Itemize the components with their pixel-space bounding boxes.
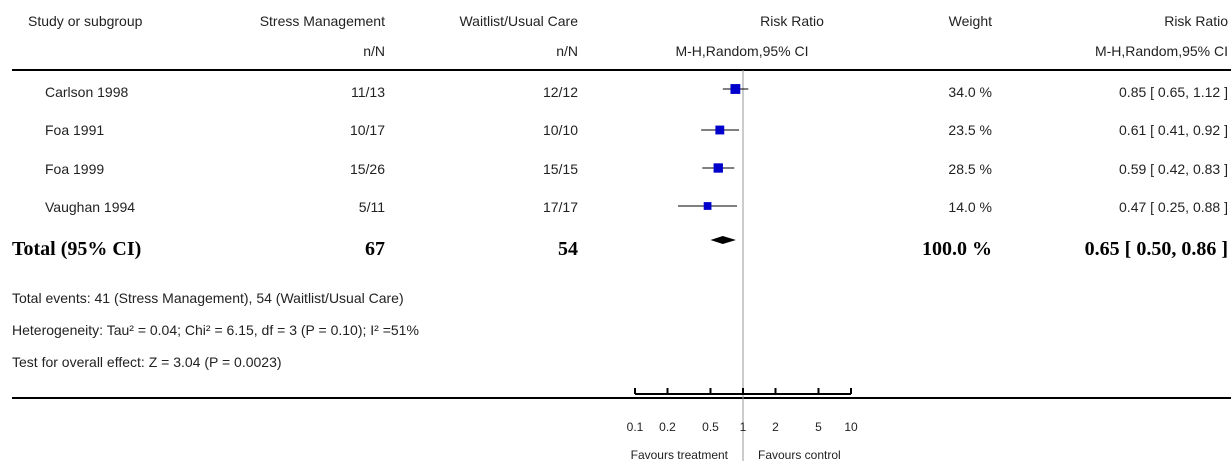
total-ci-text: 0.65 [ 0.50, 0.86 ] — [1085, 238, 1228, 260]
total-treatment: 67 — [365, 238, 385, 260]
header-weight: Weight — [949, 13, 992, 29]
study-name: Carlson 1998 — [45, 84, 128, 100]
study-ci-text: 0.61 [ 0.41, 0.92 ] — [1119, 122, 1228, 138]
header-group1-sub: n/N — [363, 43, 385, 59]
x-tick-label: 10 — [844, 420, 858, 434]
overall-effect-note: Test for overall effect: Z = 3.04 (P = 0… — [12, 354, 282, 370]
study-ci-text: 0.85 [ 0.65, 1.12 ] — [1119, 84, 1228, 100]
header-plot-sub: M-H,Random,95% CI — [675, 43, 808, 59]
study-weight: 34.0 % — [948, 84, 992, 100]
header-ratio-sub: M-H,Random,95% CI — [1095, 43, 1228, 59]
header-group1: Stress Management — [260, 13, 385, 29]
favours-treatment-label: Favours treatment — [631, 448, 729, 461]
table-row: Foa 1991 10/17 10/10 23.5 % 0.61 [ 0.41,… — [45, 122, 1228, 138]
study-name: Foa 1999 — [45, 161, 104, 177]
study-control: 12/12 — [543, 84, 578, 100]
header-group2-sub: n/N — [556, 43, 578, 59]
total-weight: 100.0 % — [922, 238, 992, 260]
study-ci-text: 0.47 [ 0.25, 0.88 ] — [1119, 199, 1228, 215]
x-tick-label: 0.1 — [627, 420, 644, 434]
point-estimate-marker — [730, 84, 741, 94]
total-events-note: Total events: 41 (Stress Management), 54… — [12, 290, 404, 306]
study-treatment: 5/11 — [359, 199, 385, 215]
table-row: Vaughan 1994 5/11 17/17 14.0 % 0.47 [ 0.… — [45, 199, 1228, 215]
header-group2: Waitlist/Usual Care — [459, 13, 578, 29]
study-ci-text: 0.59 [ 0.42, 0.83 ] — [1119, 161, 1228, 177]
heterogeneity-note: Heterogeneity: Tau² = 0.04; Chi² = 6.15,… — [12, 322, 419, 338]
header-ratio-title: Risk Ratio — [1164, 13, 1228, 29]
point-estimate-marker — [713, 163, 723, 173]
study-name: Foa 1991 — [45, 122, 104, 138]
header-study: Study or subgroup — [28, 13, 143, 29]
x-tick-label: 2 — [772, 420, 779, 434]
study-name: Vaughan 1994 — [45, 199, 135, 215]
x-tick-label: 1 — [740, 420, 747, 434]
total-control: 54 — [558, 238, 578, 260]
total-label: Total (95% CI) — [12, 238, 141, 260]
x-tick-label: 0.2 — [659, 420, 676, 434]
table-row: Carlson 1998 11/13 12/12 34.0 % 0.85 [ 0… — [45, 84, 1228, 100]
point-estimate-marker — [703, 202, 712, 210]
total-row: Total (95% CI) 67 54 100.0 % 0.65 [ 0.50… — [12, 238, 1228, 260]
study-weight: 23.5 % — [948, 122, 992, 138]
study-control: 15/15 — [543, 161, 578, 177]
favours-control-label: Favours control — [758, 448, 841, 461]
study-weight: 28.5 % — [948, 161, 992, 177]
x-tick-label: 0.5 — [702, 420, 719, 434]
study-control: 17/17 — [543, 199, 578, 215]
study-treatment: 15/26 — [350, 161, 385, 177]
table-row: Foa 1999 15/26 15/15 28.5 % 0.59 [ 0.42,… — [45, 161, 1228, 177]
point-estimate-marker — [715, 125, 725, 135]
study-control: 10/10 — [543, 122, 578, 138]
pooled-diamond — [710, 236, 736, 244]
x-tick-label: 5 — [815, 420, 822, 434]
plot-area: 0.1 0.2 0.5 1 2 5 10 — [627, 70, 858, 461]
study-weight: 14.0 % — [948, 199, 992, 215]
header-plot-title: Risk Ratio — [760, 13, 824, 29]
study-treatment: 11/13 — [351, 84, 385, 100]
study-treatment: 10/17 — [350, 122, 385, 138]
